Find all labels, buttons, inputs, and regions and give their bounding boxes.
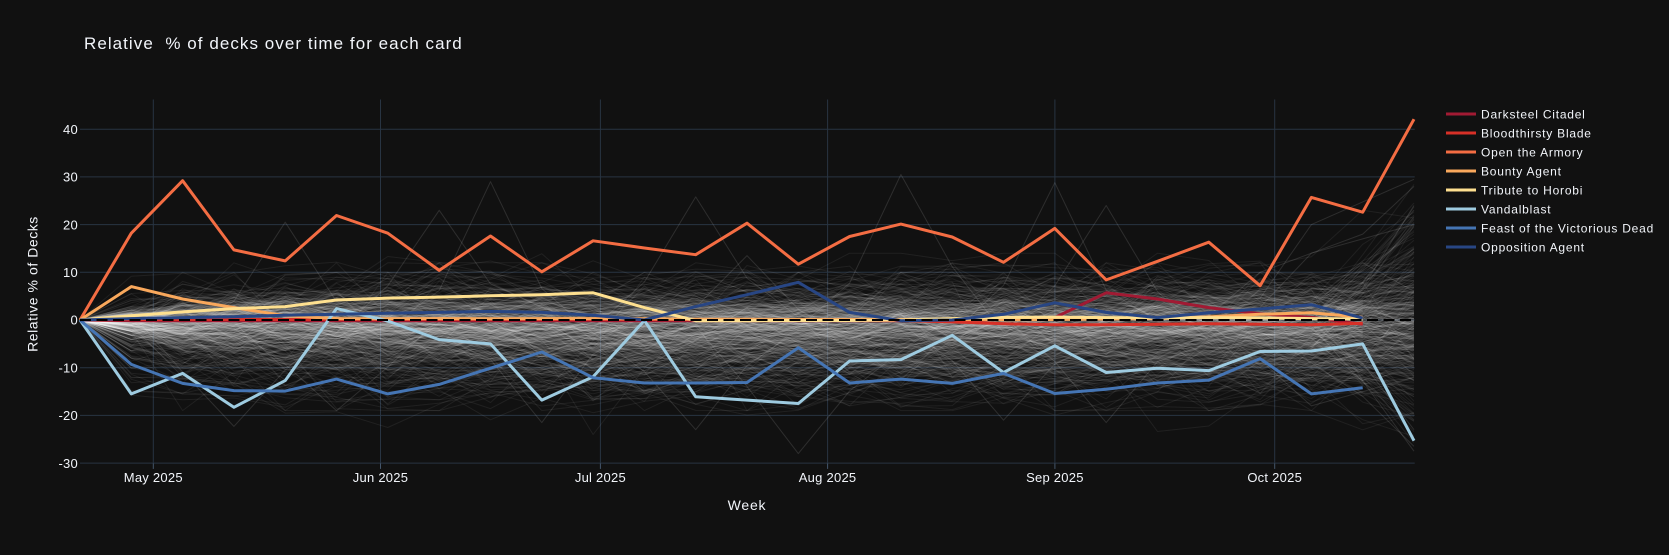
svg-text:Vandalblast: Vandalblast (1481, 202, 1551, 216)
svg-text:Darksteel Citadel: Darksteel Citadel (1481, 107, 1586, 121)
svg-text:Relative % of decks over time: Relative % of decks over time for each c… (84, 34, 463, 53)
svg-text:Tribute to Horobi: Tribute to Horobi (1481, 183, 1583, 197)
svg-text:Open the Armory: Open the Armory (1481, 145, 1583, 159)
svg-text:10: 10 (63, 265, 78, 280)
svg-text:30: 30 (63, 170, 78, 185)
svg-text:0: 0 (71, 313, 78, 328)
svg-text:Aug 2025: Aug 2025 (799, 470, 857, 485)
svg-text:Oct 2025: Oct 2025 (1247, 470, 1302, 485)
svg-text:Sep 2025: Sep 2025 (1026, 470, 1084, 485)
svg-text:Week: Week (728, 497, 767, 513)
svg-text:Bloodthirsty Blade: Bloodthirsty Blade (1481, 126, 1592, 140)
svg-text:May 2025: May 2025 (124, 470, 183, 485)
svg-text:Jul 2025: Jul 2025 (575, 470, 626, 485)
svg-text:Relative % of Decks: Relative % of Decks (25, 216, 41, 352)
svg-text:Bounty Agent: Bounty Agent (1481, 164, 1562, 178)
svg-text:40: 40 (63, 122, 78, 137)
svg-text:-20: -20 (58, 408, 78, 423)
svg-text:-10: -10 (58, 360, 78, 375)
svg-text:Feast of the Victorious Dead: Feast of the Victorious Dead (1481, 221, 1654, 235)
svg-text:-30: -30 (58, 456, 78, 471)
svg-text:Jun 2025: Jun 2025 (353, 470, 409, 485)
svg-text:Opposition Agent: Opposition Agent (1481, 240, 1585, 254)
svg-text:20: 20 (63, 217, 78, 232)
